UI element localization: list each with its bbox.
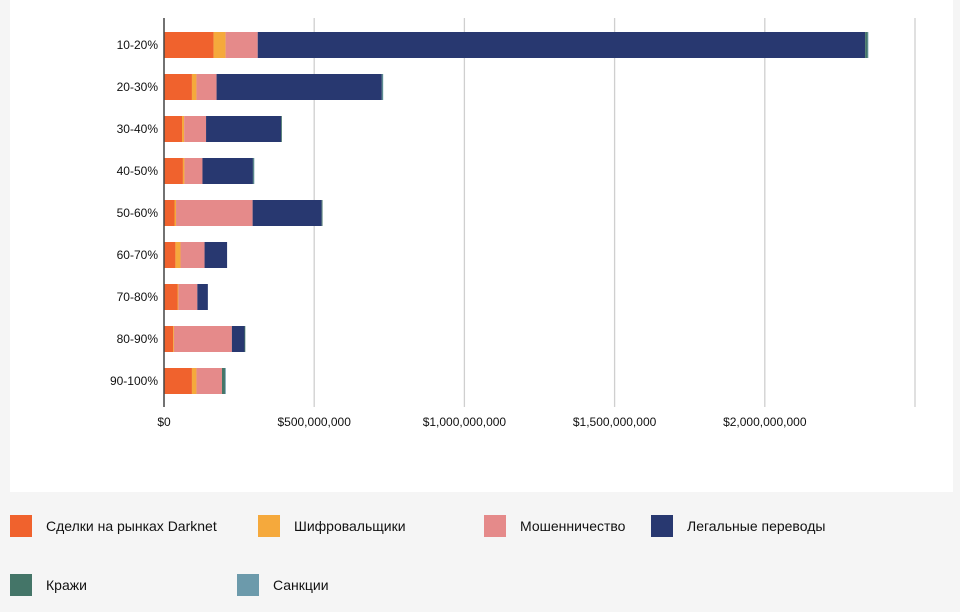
bar-segment — [173, 326, 174, 352]
legend: Сделки на рынках Darknet Шифровальщики Мош… — [0, 500, 960, 612]
category-label: 90-100% — [110, 374, 158, 388]
bar-segment — [221, 368, 225, 394]
bar-segment — [164, 158, 183, 184]
bars — [164, 32, 869, 394]
legend-item: Легальные переводы — [651, 514, 825, 538]
category-label: 50-60% — [117, 206, 159, 220]
bar-segment — [204, 242, 228, 268]
x-tick-labels: $0 $500,000,000 $1,000,000,000 $1,500,000,0… — [157, 415, 807, 429]
bar-segment — [184, 158, 203, 184]
bar-segment — [175, 242, 181, 268]
legend-label: Шифровальщики — [294, 518, 406, 534]
bar-segment — [173, 326, 232, 352]
bar-segment — [224, 368, 226, 394]
legend-item: Кражи — [10, 573, 87, 597]
x-tick-label: $1,000,000,000 — [423, 415, 507, 429]
category-labels: 10-20% 20-30% 30-40% 40-50% 50-60% 60-70% 70-8… — [110, 38, 158, 388]
legend-swatch — [10, 574, 32, 596]
category-label: 10-20% — [117, 38, 159, 52]
bar-segment — [231, 326, 245, 352]
bar-segment — [164, 284, 178, 310]
bar-segment — [191, 74, 197, 100]
bar-segment — [176, 200, 253, 226]
x-tick-label: $500,000,000 — [277, 415, 351, 429]
bar-segment — [164, 74, 192, 100]
bar-segment — [244, 326, 246, 352]
bar-segment — [164, 326, 174, 352]
bar-segment — [213, 32, 226, 58]
bar-segment — [225, 32, 258, 58]
legend-label: Мошенничество — [520, 518, 626, 534]
legend-label: Кражи — [46, 577, 87, 593]
bar-segment — [252, 158, 254, 184]
gridlines — [313, 18, 916, 407]
bar-segment — [174, 200, 177, 226]
category-label: 60-70% — [117, 248, 159, 262]
legend-item: Сделки на рынках Darknet — [10, 514, 217, 538]
legend-swatch — [651, 515, 673, 537]
x-tick-label: $0 — [157, 415, 171, 429]
legend-swatch — [237, 574, 259, 596]
bar-segment — [197, 284, 208, 310]
bar-segment — [191, 368, 197, 394]
bar-segment — [164, 368, 192, 394]
category-label: 40-50% — [117, 164, 159, 178]
bar-segment — [164, 116, 183, 142]
x-tick-label: $1,500,000,000 — [573, 415, 657, 429]
bar-segment — [216, 74, 382, 100]
bar-segment — [381, 74, 383, 100]
bar-segment — [321, 200, 323, 226]
bar-segment — [178, 284, 198, 310]
bar-segment — [253, 158, 255, 184]
bar-segment — [177, 284, 179, 310]
legend-item: Санкции — [237, 573, 329, 597]
bar-segment — [252, 200, 322, 226]
legend-swatch — [10, 515, 32, 537]
legend-label: Санкции — [273, 577, 329, 593]
bar-segment — [182, 116, 185, 142]
bar-segment — [164, 32, 214, 58]
bar-segment — [257, 32, 866, 58]
bar-segment — [867, 32, 869, 58]
bar-segment — [164, 200, 175, 226]
bar-segment — [196, 368, 222, 394]
bar-segment — [281, 116, 282, 142]
bar-segment — [180, 242, 205, 268]
bar-chart: 10-20% 20-30% 30-40% 40-50% 50-60% 60-70% 70-8… — [110, 18, 916, 429]
chart-panel: 10-20% 20-30% 30-40% 40-50% 50-60% 60-70% 70-8… — [10, 0, 953, 492]
legend-item: Мошенничество — [484, 514, 625, 538]
category-label: 20-30% — [117, 80, 159, 94]
legend-swatch — [484, 515, 506, 537]
bar-segment — [382, 74, 384, 100]
legend-label: Легальные переводы — [687, 518, 826, 534]
x-tick-label: $2,000,000,000 — [723, 415, 807, 429]
bar-segment — [202, 158, 253, 184]
category-label: 70-80% — [117, 290, 159, 304]
bar-segment — [164, 242, 176, 268]
bar-segment — [206, 116, 282, 142]
category-label: 30-40% — [117, 122, 159, 136]
bar-segment — [182, 158, 185, 184]
legend-label: Сделки на рынках Darknet — [46, 518, 217, 534]
bar-segment — [196, 74, 217, 100]
bar-segment — [184, 116, 207, 142]
legend-item: Шифровальщики — [258, 514, 406, 538]
bar-segment — [865, 32, 868, 58]
category-label: 80-90% — [117, 332, 159, 346]
legend-swatch — [258, 515, 280, 537]
